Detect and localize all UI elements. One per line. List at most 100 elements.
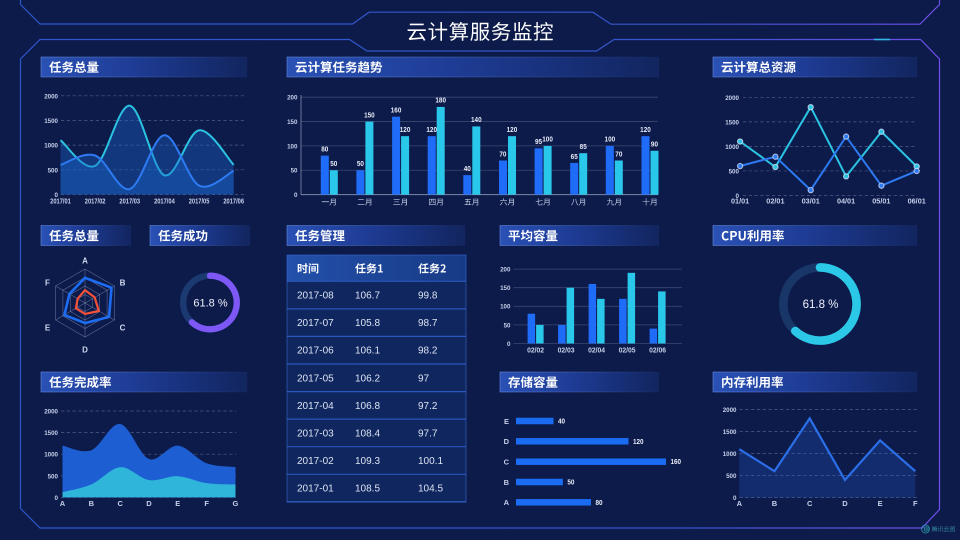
svg-text:160: 160: [671, 459, 682, 466]
svg-text:61.8 %: 61.8 %: [803, 299, 839, 311]
svg-text:200: 200: [500, 267, 511, 274]
svg-text:A: A: [737, 499, 743, 508]
svg-text:2000: 2000: [723, 407, 737, 414]
svg-text:99.8: 99.8: [418, 291, 438, 302]
svg-text:95: 95: [535, 139, 542, 146]
svg-text:1500: 1500: [723, 429, 737, 436]
svg-text:90: 90: [651, 142, 658, 149]
svg-text:F: F: [204, 499, 209, 508]
svg-text:70: 70: [499, 151, 506, 158]
svg-text:50: 50: [504, 322, 511, 329]
svg-text:2000: 2000: [44, 93, 58, 100]
svg-text:2017-01: 2017-01: [297, 484, 334, 495]
svg-text:1000: 1000: [723, 451, 737, 458]
svg-text:1500: 1500: [725, 119, 739, 126]
svg-text:2017/04: 2017/04: [154, 199, 175, 206]
svg-text:C: C: [120, 324, 126, 333]
svg-text:98.2: 98.2: [418, 346, 438, 357]
svg-text:120: 120: [633, 439, 644, 446]
svg-text:500: 500: [726, 473, 737, 480]
svg-text:A: A: [504, 498, 510, 507]
svg-text:120: 120: [640, 127, 651, 134]
svg-text:0: 0: [294, 192, 298, 199]
svg-text:97: 97: [418, 373, 430, 384]
svg-text:2017/06: 2017/06: [223, 199, 244, 206]
svg-text:2017-08: 2017-08: [297, 291, 334, 302]
svg-text:100: 100: [287, 143, 298, 150]
svg-text:500: 500: [48, 167, 59, 174]
svg-text:06/01: 06/01: [908, 199, 926, 206]
svg-text:C: C: [807, 499, 813, 508]
svg-text:50: 50: [357, 161, 364, 168]
svg-text:0: 0: [55, 192, 59, 199]
svg-text:97.7: 97.7: [418, 428, 438, 439]
svg-text:108.4: 108.4: [355, 428, 380, 439]
svg-text:03/01: 03/01: [802, 199, 820, 206]
svg-text:2017-03: 2017-03: [297, 428, 334, 439]
svg-text:106.8: 106.8: [355, 401, 380, 412]
svg-text:98.7: 98.7: [418, 318, 438, 329]
svg-text:97.2: 97.2: [418, 401, 438, 412]
svg-text:0: 0: [507, 341, 511, 348]
svg-text:50: 50: [330, 161, 337, 168]
svg-text:D: D: [842, 499, 848, 508]
svg-text:2000: 2000: [725, 95, 739, 102]
svg-text:80: 80: [321, 146, 328, 153]
svg-text:500: 500: [48, 473, 59, 480]
svg-text:50: 50: [291, 168, 298, 175]
svg-text:108.5: 108.5: [355, 484, 380, 495]
svg-text:105.8: 105.8: [355, 318, 380, 329]
svg-text:150: 150: [500, 285, 511, 292]
svg-text:1500: 1500: [44, 118, 58, 125]
svg-text:B: B: [120, 279, 126, 288]
svg-text:F: F: [913, 499, 918, 508]
svg-text:A: A: [82, 257, 88, 266]
svg-text:02/02: 02/02: [527, 348, 544, 355]
svg-text:D: D: [82, 346, 88, 355]
svg-text:2017/02: 2017/02: [85, 199, 106, 206]
svg-text:E: E: [45, 324, 51, 333]
svg-text:02/06: 02/06: [649, 348, 666, 355]
svg-text:D: D: [146, 499, 152, 508]
svg-text:B: B: [89, 499, 95, 508]
svg-text:150: 150: [287, 119, 298, 126]
svg-text:40: 40: [464, 166, 471, 173]
svg-text:2017-07: 2017-07: [297, 318, 334, 329]
svg-text:104.5: 104.5: [418, 484, 443, 495]
svg-text:500: 500: [729, 168, 740, 175]
svg-text:120: 120: [400, 127, 411, 134]
svg-text:1500: 1500: [44, 430, 58, 437]
svg-text:02/05: 02/05: [619, 348, 636, 355]
svg-text:02/03: 02/03: [558, 348, 575, 355]
svg-text:2017/01: 2017/01: [50, 199, 71, 206]
svg-text:150: 150: [364, 112, 375, 119]
svg-text:106.2: 106.2: [355, 373, 380, 384]
svg-text:0: 0: [733, 495, 737, 502]
svg-text:40: 40: [558, 419, 565, 426]
svg-text:2017/05: 2017/05: [189, 199, 210, 206]
svg-text:0: 0: [736, 193, 740, 200]
svg-text:1000: 1000: [725, 144, 739, 151]
svg-text:E: E: [504, 417, 509, 426]
svg-text:120: 120: [426, 127, 437, 134]
svg-text:C: C: [117, 499, 123, 508]
svg-text:05/01: 05/01: [872, 199, 890, 206]
svg-text:02/01: 02/01: [766, 199, 784, 206]
svg-text:G: G: [233, 499, 239, 508]
svg-text:80: 80: [596, 500, 603, 507]
svg-text:1000: 1000: [44, 143, 58, 150]
svg-text:04/01: 04/01: [837, 199, 855, 206]
svg-text:61.8 %: 61.8 %: [193, 297, 227, 309]
svg-text:01/01: 01/01: [731, 199, 749, 206]
svg-text:B: B: [504, 478, 510, 487]
svg-text:50: 50: [567, 480, 574, 487]
svg-text:140: 140: [471, 117, 482, 124]
svg-text:109.3: 109.3: [355, 456, 380, 467]
svg-text:B: B: [772, 499, 778, 508]
svg-text:120: 120: [507, 127, 518, 134]
svg-text:106.7: 106.7: [355, 291, 380, 302]
svg-text:2017-05: 2017-05: [297, 373, 334, 384]
svg-text:A: A: [60, 499, 66, 508]
svg-text:106.1: 106.1: [355, 346, 380, 357]
svg-text:70: 70: [615, 151, 622, 158]
